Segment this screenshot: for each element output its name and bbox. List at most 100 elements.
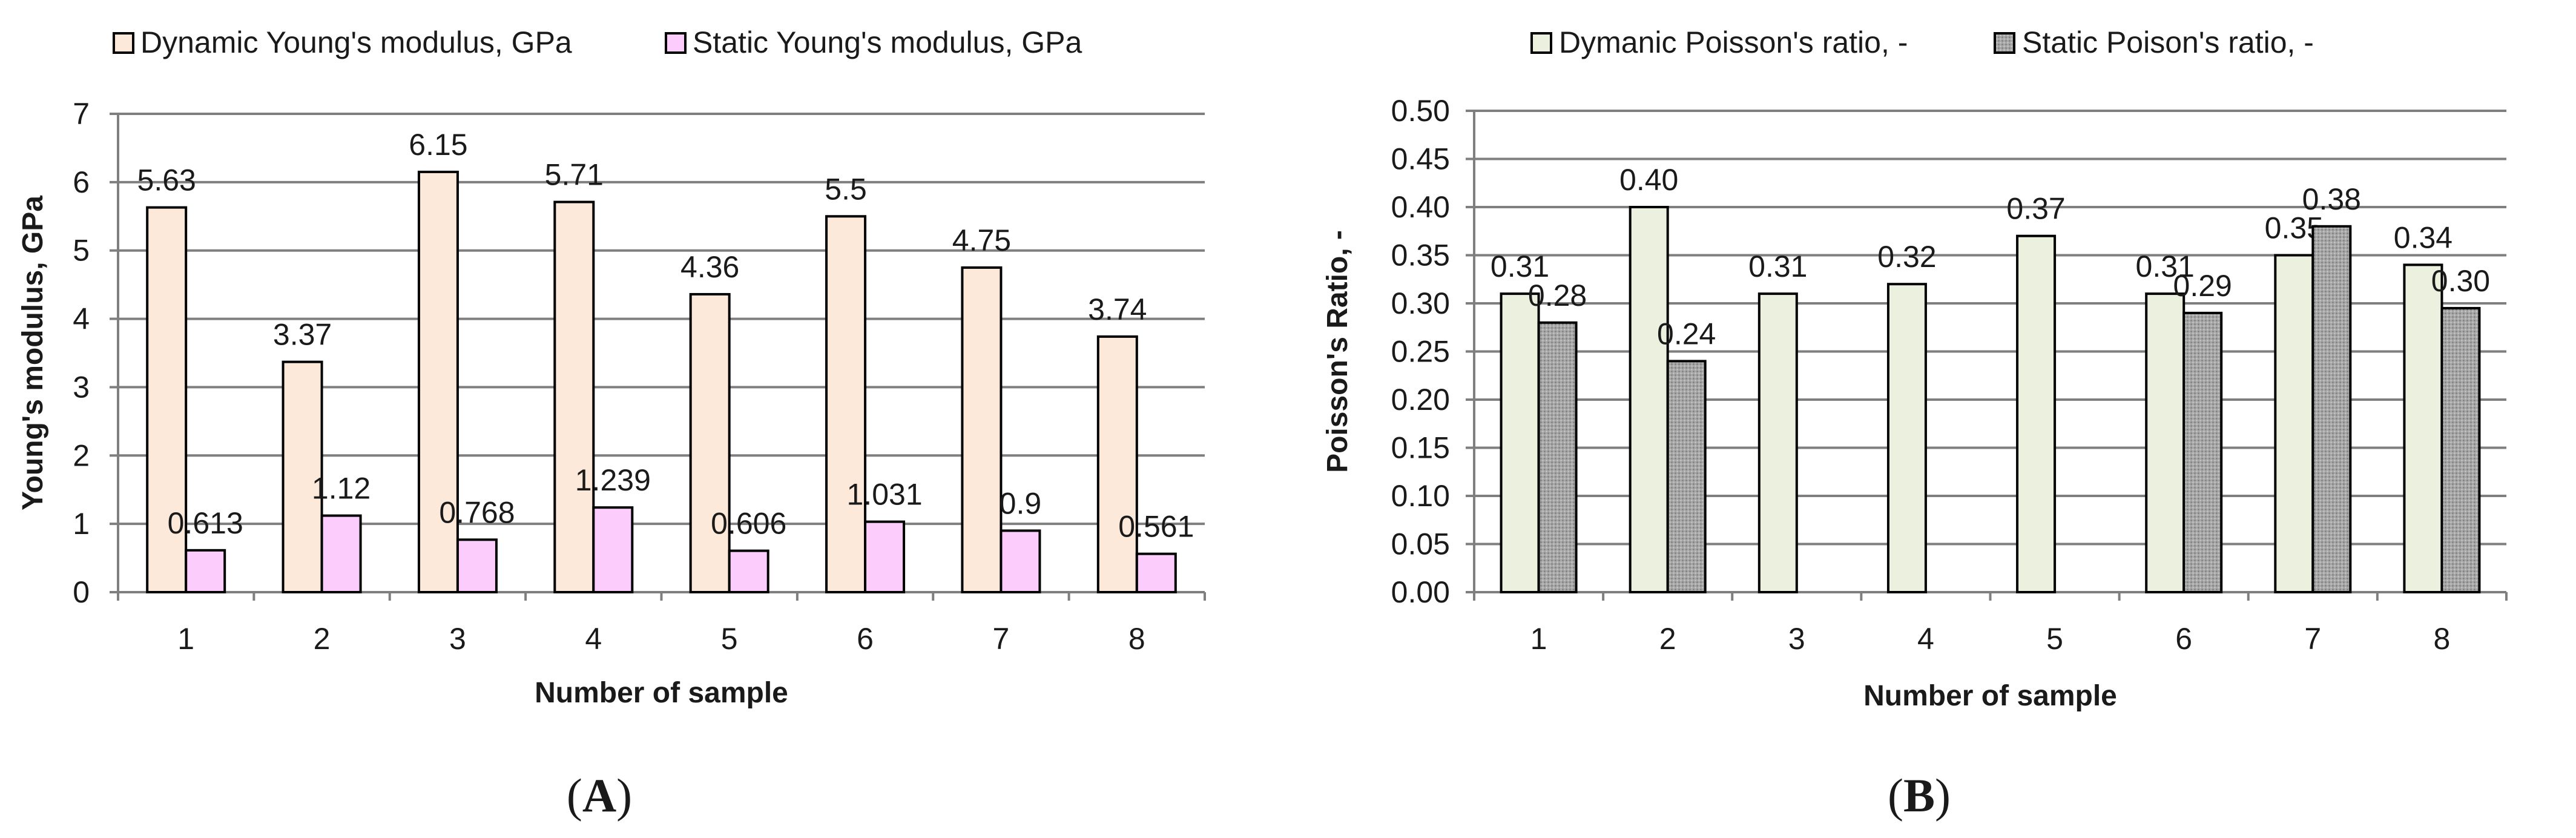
b-data-label: 0.24 (1657, 317, 1716, 351)
b-data-label: 0.34 (2394, 220, 2452, 254)
a-bar-s1-4 (553, 200, 595, 594)
b-x-axis-title: Number of sample (1863, 680, 2117, 712)
b-data-label: 0.29 (2173, 269, 2232, 303)
a-bar-s1-8 (1096, 335, 1138, 594)
a-bar-s2-7 (1000, 529, 1041, 594)
a-xtick-label: 2 (314, 622, 331, 656)
b-ytick-label: 0.40 (1391, 190, 1450, 224)
b-data-label: 0.37 (2006, 192, 2065, 226)
a-xtick-label: 7 (993, 622, 1010, 656)
a-data-label: 5.71 (545, 158, 604, 192)
a-x-axis-title: Number of sample (535, 677, 788, 709)
b-ytick-label: 0.05 (1391, 527, 1450, 561)
b-bar-s1-2 (1629, 206, 1669, 593)
b-xtick-label: 3 (1788, 622, 1805, 656)
b-bar-s1-3 (1757, 292, 1798, 593)
b-ytick-label: 0.10 (1391, 479, 1450, 513)
a-data-label: 0.561 (1118, 510, 1194, 544)
a-ytick-label: 4 (73, 302, 90, 336)
a-xtick-label: 1 (177, 622, 194, 656)
a-data-label: 6.15 (409, 128, 467, 162)
a-ytick-label: 0 (73, 575, 90, 609)
a-data-label: 3.37 (273, 318, 332, 352)
panel-label-a: (A) (567, 769, 632, 822)
a-bar-s2-1 (185, 549, 226, 593)
b-xtick-label: 2 (1659, 622, 1676, 656)
b-ytick-label: 0.30 (1391, 286, 1450, 320)
a-data-label: 4.36 (680, 250, 739, 284)
b-data-label: 0.30 (2431, 264, 2490, 298)
b-data-label: 0.38 (2302, 182, 2361, 216)
chart-young-modulus: 0 1 2 3 4 5 6 7 1 2 3 4 5 6 7 8 5.63 3.37 6.15 5.71 4.36 5.5 4… (17, 25, 1206, 709)
b-ytick-label: 0.15 (1391, 431, 1450, 465)
chart-poisson-ratio: 0.00 0.05 0.10 0.15 0.20 0.25 0.30 0.35 0.40 0.45… (1322, 25, 2508, 712)
b-bar-s2-6 (2182, 311, 2223, 594)
b-ytick-label: 0.45 (1391, 142, 1450, 176)
b-bar-s1-8 (2403, 263, 2443, 593)
a-xtick-label: 6 (857, 622, 874, 656)
a-bar-s1-7 (961, 266, 1003, 593)
b-bar-s2-2 (1666, 360, 1707, 594)
a-ytick-label: 7 (73, 97, 90, 131)
a-data-label: 0.768 (439, 495, 515, 529)
b-ytick-label: 0.50 (1391, 94, 1450, 128)
b-bar-s1-7 (2274, 254, 2314, 593)
a-legend-swatch-1 (113, 32, 134, 54)
b-data-label: 0.31 (1491, 249, 1549, 283)
b-y-axis-title: Poisson's Ratio, - (1322, 230, 1354, 473)
b-xtick-label: 8 (2434, 622, 2451, 656)
b-data-label: 0.40 (1619, 163, 1678, 197)
a-data-label: 4.75 (952, 223, 1011, 257)
b-legend-swatch-2 (1994, 32, 2015, 54)
b-xtick-label: 6 (2175, 622, 2192, 656)
a-data-label: 0.606 (711, 507, 786, 541)
b-data-label: 0.28 (1528, 279, 1587, 312)
a-legend-label-2: Static Young's modulus, GPa (693, 25, 1082, 59)
a-data-label: 1.031 (847, 478, 923, 512)
a-xtick-label: 5 (721, 622, 738, 656)
b-ytick-label: 0.20 (1391, 383, 1450, 417)
a-bar-s1-6 (825, 215, 867, 593)
b-data-label: 0.31 (2136, 249, 2195, 283)
a-data-label: 0.9 (1000, 486, 1042, 520)
a-xtick-label: 4 (585, 622, 602, 656)
b-xtick-label: 7 (2304, 622, 2321, 656)
a-data-label: 3.74 (1088, 292, 1147, 326)
a-bar-s1-2 (282, 360, 323, 594)
a-data-label: 0.613 (168, 506, 243, 540)
a-ytick-label: 5 (73, 234, 90, 268)
b-ytick-label: 0.25 (1391, 335, 1450, 369)
a-legend-swatch-2 (665, 32, 687, 54)
a-xtick-label: 8 (1128, 622, 1145, 656)
a-bar-s2-4 (592, 506, 634, 593)
a-bar-s2-5 (728, 549, 769, 594)
a-ytick-label: 1 (73, 507, 90, 541)
b-xtick-label: 4 (1917, 622, 1934, 656)
a-ytick-label: 2 (73, 438, 90, 472)
b-ytick-label: 0.35 (1391, 239, 1450, 272)
b-legend-label-2: Static Poison's ratio, - (2022, 25, 2314, 59)
b-bar-s1-5 (2016, 234, 2057, 593)
a-bar-s2-3 (456, 538, 498, 594)
a-bar-s1-1 (146, 206, 188, 594)
b-legend-label-1: Dymanic Poisson's ratio, - (1559, 25, 1908, 59)
a-data-label: 5.63 (137, 163, 196, 197)
a-bar-s1-5 (689, 292, 731, 593)
a-y-axis-title: Young's modulus, GPa (17, 196, 49, 510)
a-data-label: 5.5 (825, 172, 867, 206)
a-xtick-label: 3 (449, 622, 466, 656)
b-bar-s1-4 (1886, 283, 1927, 593)
b-ytick-label: 0.00 (1391, 575, 1450, 609)
a-ytick-label: 3 (73, 370, 90, 404)
b-xtick-label: 1 (1530, 622, 1547, 656)
a-legend-label-1: Dynamic Young's modulus, GPa (140, 25, 572, 59)
a-bar-s2-2 (320, 514, 362, 593)
b-data-label: 0.32 (1877, 240, 1936, 274)
b-bar-s1-6 (2145, 292, 2186, 593)
a-bar-s1-3 (417, 170, 459, 593)
b-xtick-label: 5 (2046, 622, 2063, 656)
a-ytick-label: 6 (73, 165, 90, 199)
a-bar-s2-8 (1135, 552, 1177, 593)
b-bar-s2-7 (2311, 225, 2352, 593)
